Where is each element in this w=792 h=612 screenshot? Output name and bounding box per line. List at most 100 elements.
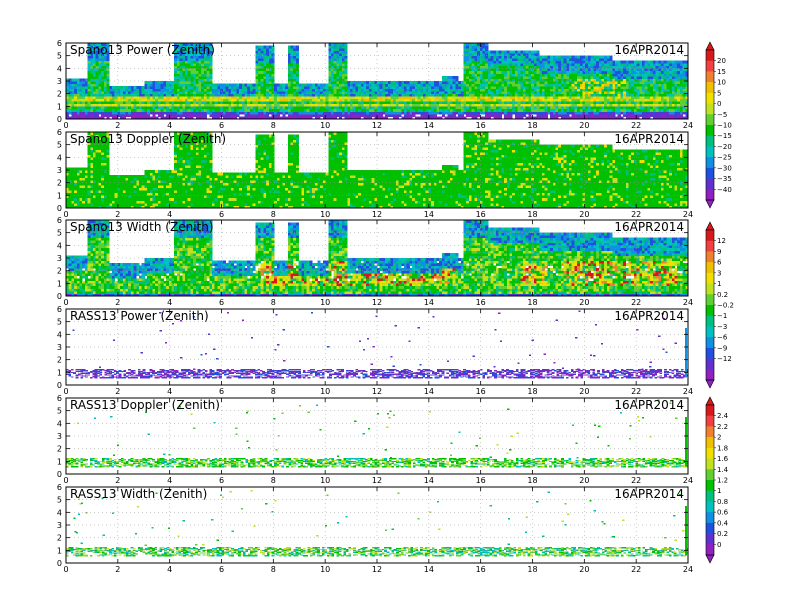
data-cell [98,63,102,67]
data-cell [68,93,72,97]
data-cell [493,63,497,67]
data-cell [577,58,581,62]
data-cell [341,58,345,62]
data-cell [352,98,356,102]
data-cell [382,83,386,87]
data-cell [352,113,356,117]
data-cell [144,96,148,100]
data-cell [669,96,673,100]
data-cell [274,91,278,94]
data-cell [477,86,481,89]
data-cell [295,108,299,112]
data-cell [195,93,199,97]
data-cell [187,63,191,67]
data-cell [279,96,283,100]
data-cell [247,98,251,102]
data-cell [682,63,686,67]
data-cell [517,53,521,56]
data-cell [128,101,132,105]
data-cell [228,93,232,97]
data-cell [268,103,272,107]
data-cell [336,78,340,82]
data-cell [201,86,205,89]
data-cell [366,91,370,94]
data-cell [103,65,107,69]
data-cell [87,55,91,59]
data-cell [428,83,432,87]
data-cell [571,68,575,72]
data-cell [331,93,335,97]
data-cell [536,70,540,74]
data-cell [487,111,491,115]
data-cell [271,65,275,69]
data-cell [596,81,600,84]
data-cell [466,65,470,69]
data-cell [130,88,134,92]
data-cell [241,93,245,97]
data-cell [504,101,508,105]
data-cell [285,103,289,107]
data-cell [579,65,583,69]
data-cell [209,111,213,115]
data-cell [679,108,683,112]
data-cell [669,68,673,72]
data-cell [458,83,462,87]
data-cell [317,103,321,107]
data-cell [274,88,278,92]
data-cell [523,83,527,87]
data-cell [458,106,462,110]
data-cell [274,116,278,120]
data-cell [474,111,478,115]
data-cell [139,113,143,117]
data-cell [606,86,610,89]
data-cell [644,103,648,107]
data-cell [263,83,267,87]
data-cell [333,58,337,62]
data-cell [552,86,556,89]
data-cell [620,108,624,112]
data-cell [195,53,199,56]
data-cell [606,58,610,62]
data-cell [493,108,497,112]
data-cell [479,101,483,105]
data-cell [185,83,189,87]
data-cell [212,101,216,105]
data-cell [620,83,624,87]
data-cell [101,106,105,110]
data-cell [322,93,326,97]
data-cell [252,91,256,94]
data-cell [103,58,107,62]
data-cell [114,88,118,92]
data-cell [268,86,272,89]
data-cell [642,98,646,102]
data-cell [544,83,548,87]
data-cell [566,55,570,59]
data-cell [190,108,194,112]
data-cell [306,91,310,94]
data-cell [387,98,391,102]
data-cell [328,96,332,100]
data-cell [347,106,351,110]
data-cell [642,96,646,100]
data-cell [417,98,421,102]
data-cell [301,98,305,102]
data-cell [550,86,554,89]
data-cell [379,98,383,102]
data-cell [477,48,481,51]
data-cell [387,96,391,100]
data-cell [212,113,216,117]
data-cell [355,108,359,112]
data-cell [482,93,486,97]
data-cell [174,53,178,56]
data-cell [271,75,275,79]
data-cell [666,68,670,72]
data-cell [631,106,635,110]
data-cell [190,70,194,74]
data-cell [193,60,197,64]
data-cell [639,98,643,102]
data-cell [176,93,180,97]
data-cell [117,108,121,112]
data-cell [658,88,662,92]
data-cell [239,106,243,110]
data-cell [206,86,210,89]
